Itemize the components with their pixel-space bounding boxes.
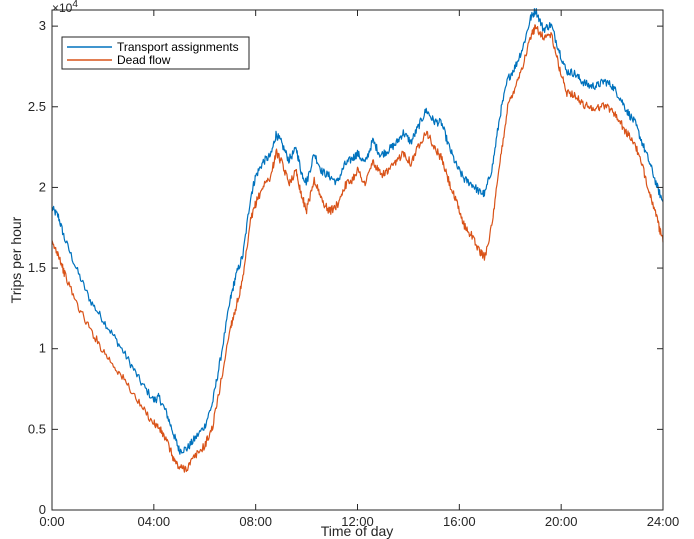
x-tick-label: 24:00 [647,514,680,529]
y-tick-label: 1 [39,341,46,356]
x-tick-label: 08:00 [239,514,272,529]
x-axis-label: Time of day [321,523,394,539]
x-tick-label: 0:00 [39,514,64,529]
plot-area [52,10,663,510]
x-tick-label: 20:00 [545,514,578,529]
legend-box [61,36,250,70]
x-axis-ticks: 0:00 04:00 08:00 12:00 16:00 20:00 24:00 [39,10,679,529]
y-tick-label: 0 [39,502,46,517]
y-tick-label: 1.5 [28,260,46,275]
x-tick-label: 12:00 [341,514,374,529]
y-multiplier-label: ×104 [52,0,78,15]
y-axis-ticks: 0 0.5 1 1.5 2 2.5 3 [28,18,663,517]
legend-label-dead-flow: Dead flow [117,53,171,67]
y-tick-label: 2 [39,179,46,194]
series-line-transport-assignments [51,8,664,455]
legend-label-transport-assignments: Transport assignments [117,40,239,54]
y-axis-label: Trips per hour [8,216,24,303]
x-tick-label: 04:00 [138,514,171,529]
y-tick-label: 3 [39,18,46,33]
series-line-dead-flow [51,24,664,473]
x-tick-label: 16:00 [443,514,476,529]
legend: Transport assignments Dead flow [61,36,250,70]
y-tick-label: 2.5 [28,99,46,114]
series-layer [51,8,664,473]
y-tick-label: 0.5 [28,421,46,436]
y-multiplier-exponent: 4 [72,0,78,10]
